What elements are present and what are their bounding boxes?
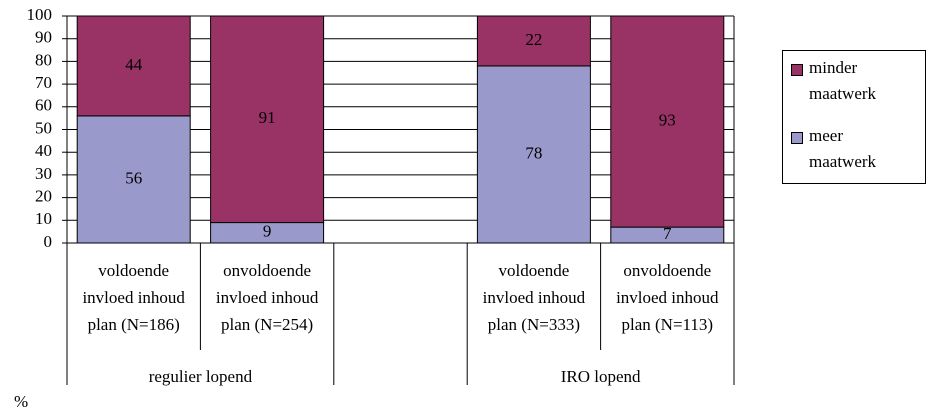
legend: minder maatwerk meer maatwerk	[782, 50, 926, 184]
y-tick-label: 60	[35, 96, 52, 115]
group-label: IRO lopend	[561, 367, 641, 386]
data-label: 56	[125, 168, 142, 187]
bar-segment	[610, 15, 725, 228]
data-label: 91	[259, 108, 276, 127]
y-tick-label: 80	[35, 50, 52, 69]
legend-entry: minder maatwerk	[791, 58, 899, 107]
data-label: 7	[663, 224, 672, 243]
x-tick-label: onvoldoende	[623, 261, 711, 280]
x-tick-label: plan (N=333)	[488, 315, 580, 334]
y-tick-label: 100	[27, 5, 53, 24]
bar-segment	[476, 15, 591, 67]
bar-segment	[76, 115, 191, 244]
x-tick-label: voldoende	[98, 261, 169, 280]
data-label: 93	[659, 110, 676, 129]
x-tick-label: invloed inhoud	[216, 288, 319, 307]
y-tick-label: 30	[35, 164, 52, 183]
bar-segment	[76, 15, 191, 117]
x-tick-label: voldoende	[498, 261, 569, 280]
x-tick-label: plan (N=113)	[622, 315, 714, 334]
bar-segment	[210, 15, 325, 224]
y-tick-label: 40	[35, 141, 52, 160]
data-label: 22	[525, 30, 542, 49]
y-tick-label: 70	[35, 73, 52, 92]
legend-label: meer maatwerk	[809, 126, 877, 171]
y-tick-label: 50	[35, 118, 52, 137]
legend-swatch	[791, 132, 803, 144]
x-tick-label: plan (N=186)	[88, 315, 180, 334]
x-tick-label: onvoldoende	[223, 261, 311, 280]
x-tick-label: invloed inhoud	[82, 288, 185, 307]
y-tick-label: 90	[35, 28, 52, 47]
data-label: 44	[125, 55, 143, 74]
data-label: 78	[525, 143, 542, 162]
y-axis-label: %	[14, 392, 28, 411]
y-tick-label: 10	[35, 209, 52, 228]
data-label: 9	[263, 222, 272, 241]
x-tick-label: invloed inhoud	[483, 288, 586, 307]
y-tick-label: 0	[44, 232, 53, 251]
bar-segment	[476, 65, 591, 244]
legend-label: minder maatwerk	[809, 58, 877, 103]
group-label: regulier lopend	[149, 367, 253, 386]
legend-entry: meer maatwerk	[791, 126, 899, 175]
legend-swatch	[791, 64, 803, 76]
x-tick-label: plan (N=254)	[221, 315, 313, 334]
y-tick-label: 20	[35, 187, 52, 206]
x-tick-label: invloed inhoud	[616, 288, 719, 307]
